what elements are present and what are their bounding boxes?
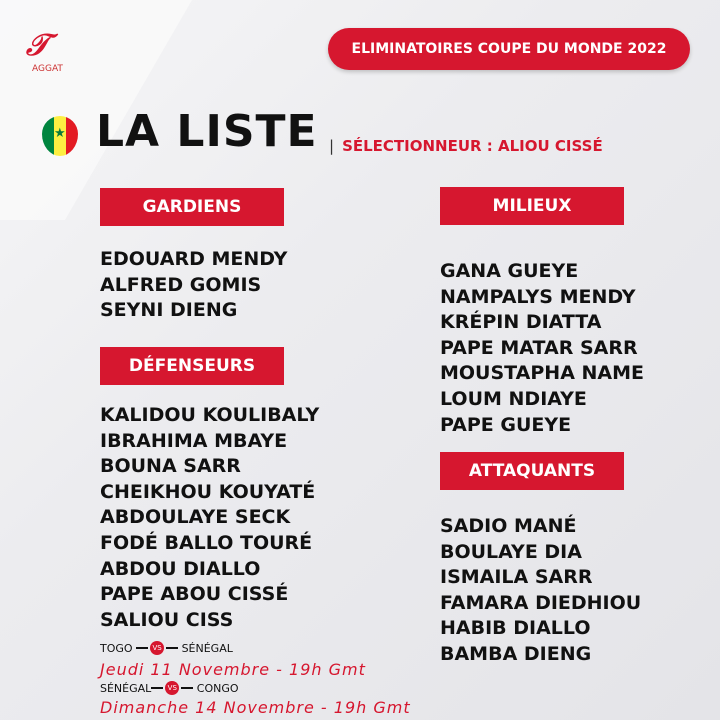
section-header-attaquants: ATTAQUANTS	[440, 452, 624, 490]
competition-banner: ELIMINATOIRES COUPE DU MONDE 2022	[328, 28, 690, 70]
away-team: SÉNÉGAL	[181, 641, 233, 655]
player-name: BOUNA SARR	[100, 455, 241, 478]
player-name: PAPE ABOU CISSÉ	[100, 583, 289, 606]
list-attaquants: SADIO MANÉ BOULAYE DIA ISMAILA SARR FAMARA …	[440, 514, 641, 668]
player-name: FAMARA DIEDHIOU	[440, 591, 642, 614]
section-header-milieux: MILIEUX	[440, 187, 624, 225]
player-name: BOULAYE DIA	[440, 540, 582, 563]
match-2-date: Dimanche 14 Novembre - 19h Gmt	[100, 698, 411, 717]
player-name: SALIOU CISS	[100, 608, 234, 631]
senegal-flag-icon: ★	[42, 116, 78, 156]
section-header-defenseurs: DÉFENSEURS	[100, 347, 284, 385]
player-name: GANA GUEYE	[440, 260, 579, 282]
match-1-date: Jeudi 11 Novembre - 19h Gmt	[100, 660, 366, 679]
away-team: CONGO	[196, 681, 239, 695]
coach-label: | SÉLECTIONNEUR : ALIOU CISSÉ	[329, 137, 603, 155]
player-name: PAPE MATAR SARR	[440, 336, 638, 359]
match-1: TOGO VS SÉNÉGAL	[100, 641, 233, 655]
aggat-logo: 𝒯 AGGAT	[26, 28, 63, 74]
logo-text: AGGAT	[32, 64, 63, 74]
vs-badge: VS	[165, 681, 180, 695]
player-name: PAPE GUEYE	[440, 413, 572, 436]
player-name: ABDOU DIALLO	[100, 557, 261, 580]
player-name: BAMBA DIENG	[440, 642, 592, 665]
player-name: SEYNI DIENG	[100, 299, 238, 322]
player-name: IBRAHIMA MBAYE	[100, 429, 288, 452]
home-team: TOGO	[100, 641, 133, 655]
player-name: HABIB DIALLO	[440, 617, 591, 640]
player-name: CHEIKHOU KOUYATÉ	[100, 480, 316, 503]
coach-name: SÉLECTIONNEUR : ALIOU CISSÉ	[342, 137, 603, 155]
player-name: FODÉ BALLO TOURÉ	[100, 531, 313, 554]
list-gardiens: EDOUARD MENDY ALFRED GOMIS SEYNI DIENG	[100, 247, 287, 324]
player-name: ALFRED GOMIS	[100, 273, 262, 296]
list-defenseurs: KALIDOU KOULIBALY IBRAHIMA MBAYE BOUNA SAR…	[100, 403, 319, 633]
player-name: KALIDOU KOULIBALY	[100, 404, 320, 426]
vs-badge: VS	[150, 641, 165, 655]
player-name: EDOUARD MENDY	[100, 248, 288, 270]
home-team: SÉNÉGAL	[100, 681, 152, 695]
player-name: ISMAILA SARR	[440, 566, 593, 589]
player-name: NAMPALYS MENDY	[440, 285, 636, 308]
page-title: LA LISTE	[96, 106, 318, 157]
match-2: SÉNÉGAL VS CONGO	[100, 681, 239, 695]
player-name: ABDOULAYE SECK	[100, 506, 291, 529]
list-milieux: GANA GUEYE NAMPALYS MENDY KRÉPIN DIATTA PAP…	[440, 259, 644, 438]
player-name: KRÉPIN DIATTA	[440, 311, 602, 334]
player-name: SADIO MANÉ	[440, 515, 577, 537]
player-name: MOUSTAPHA NAME	[440, 362, 644, 385]
player-name: LOUM NDIAYE	[440, 387, 587, 410]
section-header-gardiens: GARDIENS	[100, 188, 284, 226]
